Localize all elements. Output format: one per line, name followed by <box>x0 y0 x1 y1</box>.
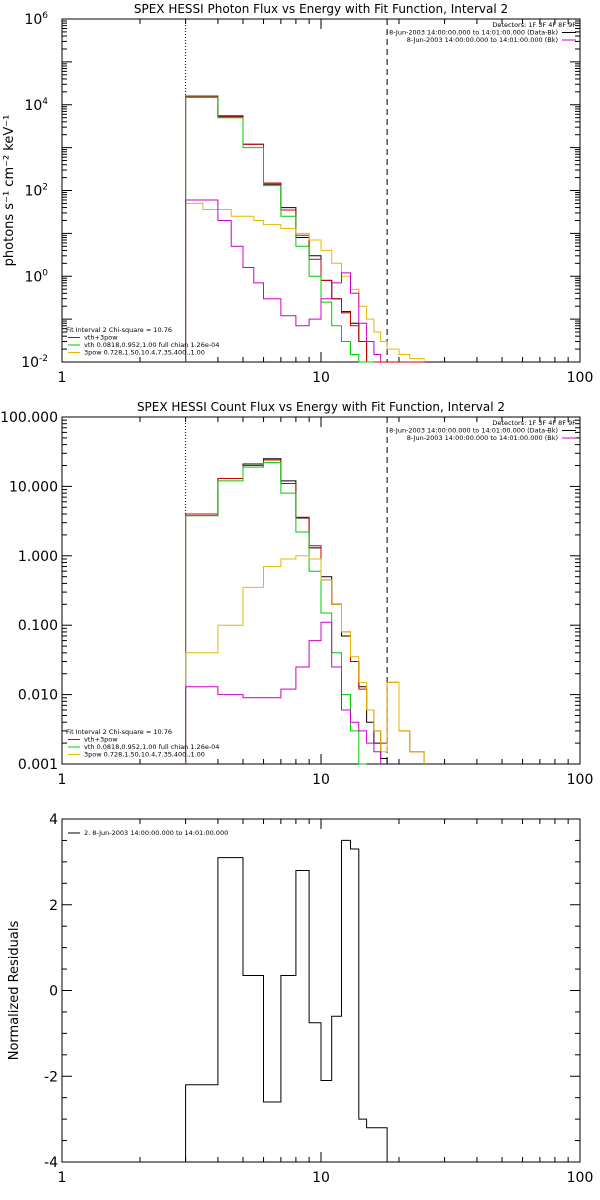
series-line <box>185 839 388 1162</box>
y-tick-label: 106 <box>24 11 48 28</box>
legend-entry: Detectors: 1F 3F 4F 8F 9F <box>492 21 576 29</box>
series-line <box>185 96 374 363</box>
legend-entry: Fit Interval 2 Chi-square = 10.76 <box>66 728 172 736</box>
chart-panel-3: Normalized Residuals 1 10 100 -4 -2 0 2 4 2. 8-Ju… <box>7 812 593 1186</box>
chart-title: SPEX HESSI Photon Flux vs Energy with Fi… <box>134 2 508 16</box>
x-tick-label: 1 <box>58 1170 67 1186</box>
y-tick-label: 4 <box>49 812 58 828</box>
series-line <box>185 462 367 765</box>
series-line <box>185 199 382 362</box>
x-tick-label: 10 <box>312 1170 330 1186</box>
y-tick-label: 0.001 <box>18 757 58 773</box>
legend-entry: 8-Jun-2003 14:00:00.000 to 14:01:00.000 … <box>389 29 558 37</box>
y-tick-label: -4 <box>44 1155 58 1171</box>
series-line <box>185 458 388 764</box>
y-tick-label: -2 <box>44 1069 58 1085</box>
y-tick-label: 10-2 <box>21 354 48 371</box>
x-tick-label: 10 <box>312 370 330 386</box>
y-tick-label: 0 <box>49 984 58 1000</box>
legend-entry: vth 0.0818,0.952,1.00 full chian 1.26e-0… <box>84 341 219 349</box>
series-line <box>185 555 425 764</box>
series-line <box>185 459 425 764</box>
x-tick-label: 100 <box>567 370 594 386</box>
legend-entry: 3pow 0.728,1.50,10.4,7.35,400.,1.00 <box>84 751 205 759</box>
legend-entry: 3pow 0.728,1.50,10.4,7.35,400.,1.00 <box>84 349 205 357</box>
y-tick-label: 10.000 <box>9 479 58 495</box>
series-line <box>185 95 425 363</box>
legend-entry: vth+3pow <box>84 334 118 342</box>
legend-entry: 8-Jun-2003 14:00:00.000 to 14:01:00.000 … <box>407 434 558 442</box>
x-tick-label: 1 <box>58 772 67 788</box>
legend-entry: Fit Interval 2 Chi-square = 10.76 <box>66 326 172 334</box>
legend-entry: vth 0.0818,0.952,1.00 full chian 1.26e-0… <box>84 743 219 751</box>
chart-title: SPEX HESSI Count Flux vs Energy with Fit… <box>137 400 505 414</box>
x-tick-label: 10 <box>312 772 330 788</box>
y-tick-label: 104 <box>24 97 48 114</box>
x-tick-label: 100 <box>567 1170 594 1186</box>
y-tick-label: 0.100 <box>18 618 58 634</box>
y-tick-label: 0.010 <box>18 688 58 704</box>
y-tick-label: 2 <box>49 898 58 914</box>
series-line <box>185 621 382 764</box>
legend-entry: 8-Jun-2003 14:00:00.000 to 14:01:00.000 … <box>407 36 558 44</box>
series-line <box>185 202 425 362</box>
legend-entry: 8-Jun-2003 14:00:00.000 to 14:01:00.000 … <box>389 427 558 435</box>
legend-entry: Detectors: 1F 3F 4F 8F 9F <box>492 419 576 427</box>
plot-frame <box>61 818 581 1163</box>
y-tick-label: 100.000 <box>0 410 58 426</box>
x-tick-label: 1 <box>58 370 67 386</box>
y-axis-label: Normalized Residuals <box>7 921 22 1061</box>
x-tick-label: 100 <box>567 772 594 788</box>
legend-entry: 2. 8-Jun-2003 14:00:00.000 to 14:01:00.0… <box>84 829 228 837</box>
y-axis-label: photons s⁻¹ cm⁻² keV⁻¹ <box>2 115 17 267</box>
legend-entry: vth+3pow <box>84 736 118 744</box>
y-tick-label: 1.000 <box>18 549 58 565</box>
chart-panel-1: SPEX HESSI Photon Flux vs Energy with Fi… <box>2 2 593 386</box>
y-tick-label: 102 <box>24 183 48 200</box>
y-tick-label: 100 <box>24 268 48 285</box>
series-line <box>185 96 388 363</box>
chart-panel-2: SPEX HESSI Count Flux vs Energy with Fit… <box>0 400 593 788</box>
